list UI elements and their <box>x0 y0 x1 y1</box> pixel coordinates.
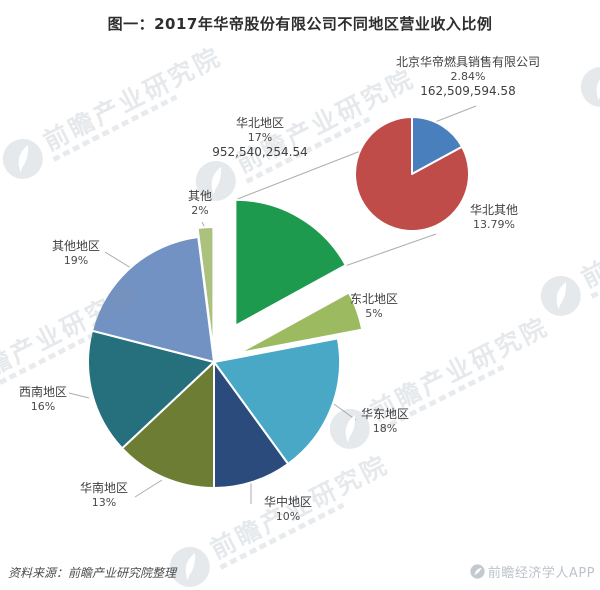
main-pie-slice-4 <box>121 361 215 490</box>
leader-line-qitadiqu <box>104 251 132 269</box>
main-pie-slice-2 <box>213 337 341 465</box>
main-pie-slice-6 <box>91 236 215 363</box>
main-pie-slice-5 <box>87 329 215 450</box>
label-main-xinan: 西南地区 16% <box>18 385 68 413</box>
main-pie-slice-3 <box>213 361 290 489</box>
source-note: 资料来源：前瞻产业研究院整理 <box>8 566 177 580</box>
leader-line-huadong <box>333 403 357 421</box>
secondary-pie <box>354 116 470 232</box>
main-pie-slice-7 <box>196 226 215 354</box>
main-pie-slice-1 <box>237 291 364 355</box>
main-pie <box>87 198 364 490</box>
label-main-huanan: 华南地区 13% <box>79 481 129 509</box>
label-main-huabei: 华北地区 17% 952,540,254.54 <box>212 116 308 159</box>
label-main-huazhong: 华中地区 10% <box>263 495 313 523</box>
connector-line-bottom <box>344 233 437 267</box>
main-pie-slice-0 <box>234 198 347 327</box>
leader-line-xinan <box>68 392 90 399</box>
label-main-dongbei: 东北地区 5% <box>349 292 399 320</box>
label-main-huadong: 华东地区 18% <box>360 407 410 435</box>
label-main-qita: 其他 2% <box>187 189 213 217</box>
secondary-pie-slice-1 <box>354 116 470 232</box>
label-main-qitadiqu: 其他地区 19% <box>51 239 101 267</box>
app-logo-icon <box>470 564 485 579</box>
app-watermark: 前瞻经济学人APP <box>470 562 595 581</box>
label-secondary-huabei-qita: 华北其他 13.79% <box>469 203 519 231</box>
leader-line-huanan <box>134 479 163 498</box>
app-logo-text: 前瞻经济学人APP <box>487 566 595 581</box>
chart-title: 图一：2017年华帝股份有限公司不同地区营业收入比例 <box>107 15 493 33</box>
secondary-pie-slice-0 <box>411 116 464 175</box>
label-secondary-beijing: 北京华帝燃具销售有限公司 2.84% 162,509,594.58 <box>395 55 541 98</box>
